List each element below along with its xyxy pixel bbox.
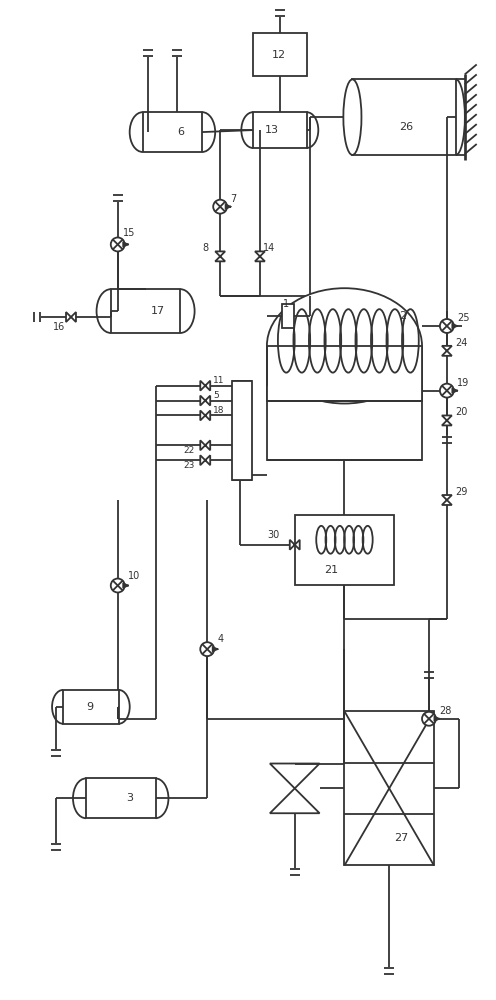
Bar — [267, 346, 422, 401]
Text: 20: 20 — [455, 407, 467, 417]
Text: 7: 7 — [230, 194, 237, 204]
Bar — [344, 711, 434, 865]
Circle shape — [111, 579, 124, 592]
Bar — [353, 79, 456, 155]
Polygon shape — [442, 415, 452, 425]
Text: 26: 26 — [399, 122, 413, 132]
Bar — [111, 289, 181, 333]
Bar — [232, 381, 252, 480]
Polygon shape — [442, 495, 452, 505]
Text: 15: 15 — [123, 228, 135, 238]
Text: 27: 27 — [394, 833, 408, 843]
Bar — [267, 346, 422, 460]
Circle shape — [111, 237, 124, 251]
Text: 16: 16 — [53, 322, 65, 332]
Circle shape — [440, 319, 454, 333]
Text: 10: 10 — [127, 571, 140, 581]
Text: 4: 4 — [217, 634, 223, 644]
Polygon shape — [200, 381, 210, 391]
Text: 25: 25 — [457, 313, 469, 323]
Bar — [86, 778, 156, 818]
Polygon shape — [66, 312, 76, 322]
Text: 22: 22 — [184, 446, 194, 455]
Bar — [253, 33, 307, 76]
Polygon shape — [255, 251, 265, 261]
Text: 3: 3 — [125, 793, 133, 803]
Polygon shape — [215, 251, 225, 261]
Text: 12: 12 — [272, 50, 286, 60]
Text: 13: 13 — [265, 125, 279, 135]
Circle shape — [200, 642, 214, 656]
Text: 23: 23 — [184, 461, 195, 470]
Circle shape — [422, 712, 436, 726]
Text: 30: 30 — [267, 530, 279, 540]
Text: 8: 8 — [202, 243, 208, 253]
Circle shape — [213, 200, 227, 214]
Text: 5: 5 — [213, 391, 219, 400]
Text: 29: 29 — [455, 487, 467, 497]
Text: 1: 1 — [283, 299, 289, 309]
Text: 28: 28 — [439, 706, 451, 716]
Text: 21: 21 — [324, 565, 339, 575]
Text: 18: 18 — [213, 406, 225, 415]
Text: 14: 14 — [263, 243, 275, 253]
Text: 24: 24 — [455, 338, 467, 348]
Text: 9: 9 — [86, 702, 93, 712]
Text: 6: 6 — [178, 127, 185, 137]
Bar — [142, 112, 202, 152]
Circle shape — [440, 384, 454, 398]
Text: 11: 11 — [213, 376, 225, 385]
Text: 2: 2 — [399, 311, 406, 321]
Text: 17: 17 — [151, 306, 165, 316]
Ellipse shape — [343, 79, 362, 155]
Polygon shape — [200, 411, 210, 420]
Bar — [253, 112, 307, 148]
Bar — [63, 690, 119, 724]
Polygon shape — [200, 440, 210, 450]
Polygon shape — [442, 346, 452, 356]
Polygon shape — [200, 396, 210, 406]
Polygon shape — [290, 540, 300, 550]
Ellipse shape — [267, 288, 422, 404]
Bar — [295, 515, 394, 585]
Text: 19: 19 — [457, 378, 469, 388]
Bar — [282, 304, 294, 328]
Polygon shape — [200, 455, 210, 465]
